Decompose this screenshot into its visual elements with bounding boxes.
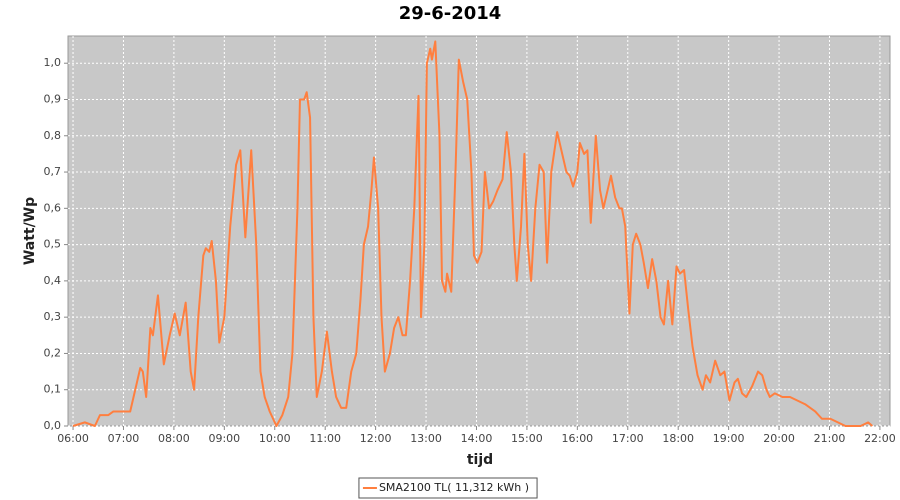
y-tick-label: 0,7 — [44, 165, 62, 178]
y-tick-label: 0,6 — [44, 201, 62, 214]
y-tick-label: 0,5 — [44, 238, 62, 251]
x-tick-label: 08:00 — [158, 432, 190, 445]
y-tick-label: 0,3 — [44, 310, 62, 323]
x-tick-label: 06:00 — [57, 432, 89, 445]
x-tick-label: 10:00 — [259, 432, 291, 445]
x-tick-label: 13:00 — [410, 432, 442, 445]
x-tick-label: 22:00 — [864, 432, 896, 445]
x-tick-label: 14:00 — [461, 432, 493, 445]
x-tick-label: 11:00 — [309, 432, 341, 445]
y-tick-label: 0,2 — [44, 346, 62, 359]
x-tick-label: 20:00 — [763, 432, 795, 445]
legend-label: SMA2100 TL( 11,312 kWh ) — [379, 481, 529, 494]
x-tick-label: 15:00 — [511, 432, 543, 445]
chart-title: 29-6-2014 — [399, 3, 502, 24]
x-tick-label: 07:00 — [108, 432, 140, 445]
x-tick-label: 19:00 — [713, 432, 745, 445]
y-tick-label: 1,0 — [44, 56, 62, 69]
y-tick-label: 0,8 — [44, 129, 62, 142]
x-tick-label: 12:00 — [360, 432, 392, 445]
y-tick-label: 0,0 — [44, 419, 62, 432]
x-tick-label: 16:00 — [561, 432, 593, 445]
x-tick-label: 18:00 — [662, 432, 694, 445]
y-tick-label: 0,4 — [44, 274, 62, 287]
legend-box — [358, 477, 538, 499]
y-tick-label: 0,9 — [44, 92, 62, 105]
data-line — [72, 40, 874, 427]
y-tick-label: 0,1 — [44, 383, 62, 396]
x-tick-label: 09:00 — [208, 432, 240, 445]
x-axis-label: tijd — [467, 452, 493, 468]
x-tick-label: 17:00 — [612, 432, 644, 445]
y-axis-label: Watt/Wp — [22, 197, 38, 265]
x-tick-label: 21:00 — [814, 432, 846, 445]
plot-area — [67, 35, 891, 427]
